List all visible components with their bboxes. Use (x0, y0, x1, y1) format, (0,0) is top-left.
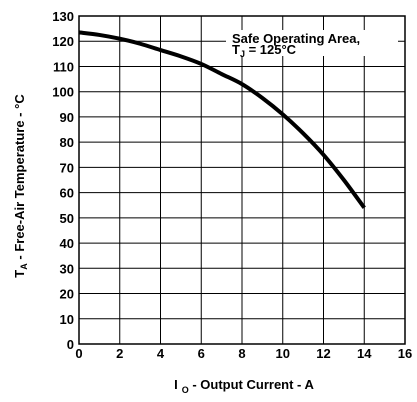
x-tick-label: 0 (75, 346, 82, 361)
y-tick-label: 50 (60, 211, 74, 226)
y-tick-label: 120 (52, 34, 74, 49)
y-tick-label: 30 (60, 261, 74, 276)
series-group (78, 30, 366, 209)
y-tick-label: 0 (67, 337, 74, 352)
y-tick-label: 100 (52, 85, 74, 100)
tick-labels: 0 2 4 6 8 10 12 14 16 0 10 20 30 40 50 60 70 80 90 100 110 12… (52, 9, 412, 361)
x-tick-label: 10 (276, 346, 290, 361)
y-tick-label: 110 (53, 59, 74, 74)
annotation-box: Safe Operating Area, TJ = 125°C (226, 30, 398, 59)
y-tick-label: 20 (60, 287, 74, 302)
x-tick-label: 6 (198, 346, 205, 361)
plot-frame (78, 15, 406, 345)
y-tick-label: 80 (60, 135, 74, 150)
y-tick-label: 70 (60, 160, 74, 175)
y-tick-label: 10 (60, 312, 74, 327)
series-line (78, 30, 366, 209)
y-tick-label: 130 (52, 9, 74, 24)
y-axis-title: TA - Free-Air Temperature - °C (12, 94, 29, 278)
x-tick-label: 14 (357, 346, 372, 361)
annotation-line1: Safe Operating Area, (232, 31, 360, 46)
x-tick-label: 16 (398, 346, 412, 361)
grid (78, 15, 406, 345)
x-tick-label: 4 (157, 346, 165, 361)
y-tick-label: 40 (60, 236, 74, 251)
y-tick-label: 60 (60, 186, 74, 201)
annotation-line2: TJ = 125°C (232, 42, 297, 59)
x-tick-label: 12 (316, 346, 330, 361)
x-tick-label: 8 (238, 346, 245, 361)
y-tick-label: 90 (60, 110, 74, 125)
x-tick-label: 2 (116, 346, 123, 361)
